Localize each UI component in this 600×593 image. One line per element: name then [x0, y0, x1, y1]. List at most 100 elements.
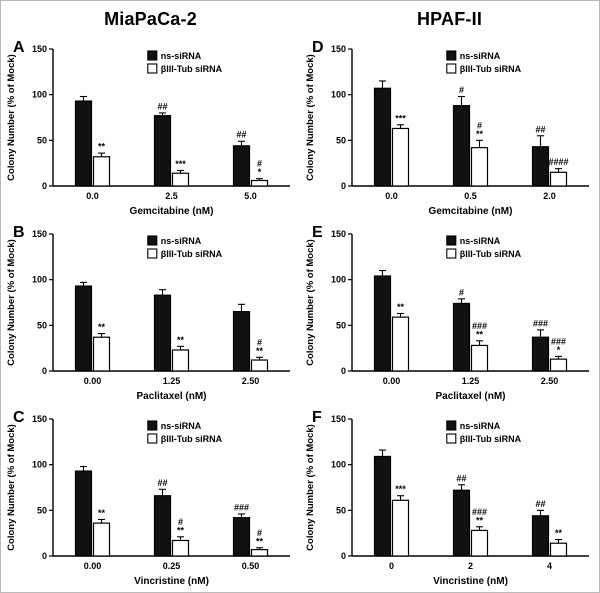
svg-text:βIII-Tub siRNA: βIII-Tub siRNA: [460, 64, 522, 74]
svg-text:150: 150: [32, 229, 47, 239]
svg-text:0: 0: [42, 551, 47, 561]
svg-text:###: ###: [472, 321, 487, 331]
svg-text:0: 0: [341, 366, 346, 376]
svg-text:150: 150: [331, 414, 346, 424]
svg-text:Gemcitabine (nM): Gemcitabine (nM): [130, 206, 214, 217]
panel-f-chart: 0 50 100 150 Colony Number (% of Mock) 0 *** 2 #…: [305, 414, 589, 587]
svg-text:###: ###: [234, 502, 249, 512]
svg-text:Colony Number (% of Mock): Colony Number (% of Mock): [305, 54, 316, 181]
svg-text:##: ##: [236, 130, 246, 140]
svg-text:###: ###: [472, 507, 487, 517]
panel-e-letter: E: [312, 224, 323, 241]
svg-text:#: #: [178, 517, 183, 527]
svg-text:**: **: [98, 142, 106, 152]
svg-text:1.25: 1.25: [163, 376, 181, 386]
svg-text:100: 100: [331, 460, 346, 470]
svg-text:0: 0: [341, 551, 346, 561]
svg-text:**: **: [177, 335, 185, 345]
svg-text:150: 150: [32, 414, 47, 424]
svg-text:#: #: [459, 85, 464, 95]
svg-text:***: ***: [395, 113, 406, 123]
svg-text:ns-siRNA: ns-siRNA: [161, 236, 202, 246]
svg-text:**: **: [476, 329, 484, 339]
svg-text:0.50: 0.50: [242, 561, 260, 571]
svg-text:Colony Number (% of Mock): Colony Number (% of Mock): [6, 54, 17, 181]
svg-text:0.0: 0.0: [86, 191, 99, 201]
svg-text:#: #: [257, 528, 262, 538]
svg-text:##: ##: [535, 124, 545, 134]
svg-text:50: 50: [336, 505, 346, 515]
svg-text:100: 100: [32, 275, 47, 285]
svg-text:ns-siRNA: ns-siRNA: [460, 421, 501, 431]
svg-text:ns-siRNA: ns-siRNA: [460, 51, 501, 61]
svg-text:0: 0: [389, 561, 394, 571]
svg-text:0: 0: [42, 366, 47, 376]
panel-f-letter: F: [312, 409, 322, 426]
svg-text:0: 0: [341, 181, 346, 191]
svg-text:#: #: [477, 120, 482, 130]
svg-text:100: 100: [331, 90, 346, 100]
svg-text:##: ##: [157, 478, 167, 488]
svg-text:Paclitaxel (nM): Paclitaxel (nM): [435, 391, 505, 402]
panel-c: C 0 50 100 150 Colony Number (% of Mock) 0.00…: [1, 407, 300, 592]
svg-text:**: **: [476, 515, 484, 525]
svg-text:ns-siRNA: ns-siRNA: [161, 421, 202, 431]
svg-text:50: 50: [336, 135, 346, 145]
svg-text:2.50: 2.50: [242, 376, 260, 386]
svg-text:2.5: 2.5: [165, 191, 178, 201]
svg-text:##: ##: [456, 473, 466, 483]
svg-text:***: ***: [395, 484, 406, 494]
svg-text:Paclitaxel (nM): Paclitaxel (nM): [136, 391, 206, 402]
svg-text:###: ###: [533, 318, 548, 328]
svg-text:βIII-Tub siRNA: βIII-Tub siRNA: [161, 434, 223, 444]
svg-text:###: ###: [551, 336, 566, 346]
svg-text:Gemcitabine (nM): Gemcitabine (nM): [429, 206, 513, 217]
svg-text:*: *: [557, 345, 561, 355]
panel-a: A 0 50 100 150 Colony Number (% of Mock) 0.0 *…: [1, 37, 300, 222]
svg-text:0: 0: [42, 181, 47, 191]
svg-text:5.0: 5.0: [244, 191, 257, 201]
svg-text:**: **: [256, 536, 264, 546]
svg-text:*: *: [258, 167, 262, 177]
svg-text:**: **: [476, 129, 484, 139]
svg-text:##: ##: [157, 101, 167, 111]
panel-b-letter: B: [13, 224, 25, 241]
svg-text:2.0: 2.0: [543, 191, 556, 201]
svg-text:1.25: 1.25: [462, 376, 480, 386]
svg-text:Colony Number (% of Mock): Colony Number (% of Mock): [6, 239, 17, 366]
panel-f: F 0 50 100 150 Colony Number (% of Mock) 0 ***…: [300, 407, 599, 592]
panel-c-chart: 0 50 100 150 Colony Number (% of Mock) 0.00 **…: [6, 414, 290, 587]
svg-text:100: 100: [32, 460, 47, 470]
column-titles: MiaPaCa-2 HPAF-II: [1, 1, 599, 37]
svg-text:Colony Number (% of Mock): Colony Number (% of Mock): [305, 424, 316, 551]
panel-b: B 0 50 100 150 Colony Number (% of Mock) 0.00…: [1, 222, 300, 407]
svg-text:150: 150: [331, 44, 346, 54]
svg-text:####: ####: [548, 157, 568, 167]
panel-a-chart: 0 50 100 150 Colony Number (% of Mock) 0.0 ** 2…: [6, 44, 290, 217]
svg-text:4: 4: [547, 561, 552, 571]
svg-text:2: 2: [468, 561, 473, 571]
panel-grid: A 0 50 100 150 Colony Number (% of Mock) 0.0 *…: [1, 37, 599, 592]
svg-text:**: **: [177, 525, 185, 535]
svg-text:50: 50: [336, 320, 346, 330]
svg-text:***: ***: [175, 159, 186, 169]
svg-text:**: **: [256, 346, 264, 356]
svg-text:βIII-Tub siRNA: βIII-Tub siRNA: [161, 64, 223, 74]
svg-text:Colony Number (% of Mock): Colony Number (% of Mock): [6, 424, 17, 551]
svg-text:150: 150: [331, 229, 346, 239]
svg-text:0.5: 0.5: [464, 191, 477, 201]
svg-text:Colony Number (% of Mock): Colony Number (% of Mock): [305, 239, 316, 366]
svg-text:##: ##: [535, 499, 545, 509]
panel-c-letter: C: [13, 409, 25, 426]
svg-text:ns-siRNA: ns-siRNA: [460, 236, 501, 246]
svg-text:100: 100: [32, 90, 47, 100]
svg-text:βIII-Tub siRNA: βIII-Tub siRNA: [460, 434, 522, 444]
svg-text:150: 150: [32, 44, 47, 54]
svg-text:βIII-Tub siRNA: βIII-Tub siRNA: [161, 249, 223, 259]
svg-text:0.25: 0.25: [163, 561, 181, 571]
svg-text:0.0: 0.0: [385, 191, 398, 201]
panel-d-letter: D: [312, 39, 324, 56]
